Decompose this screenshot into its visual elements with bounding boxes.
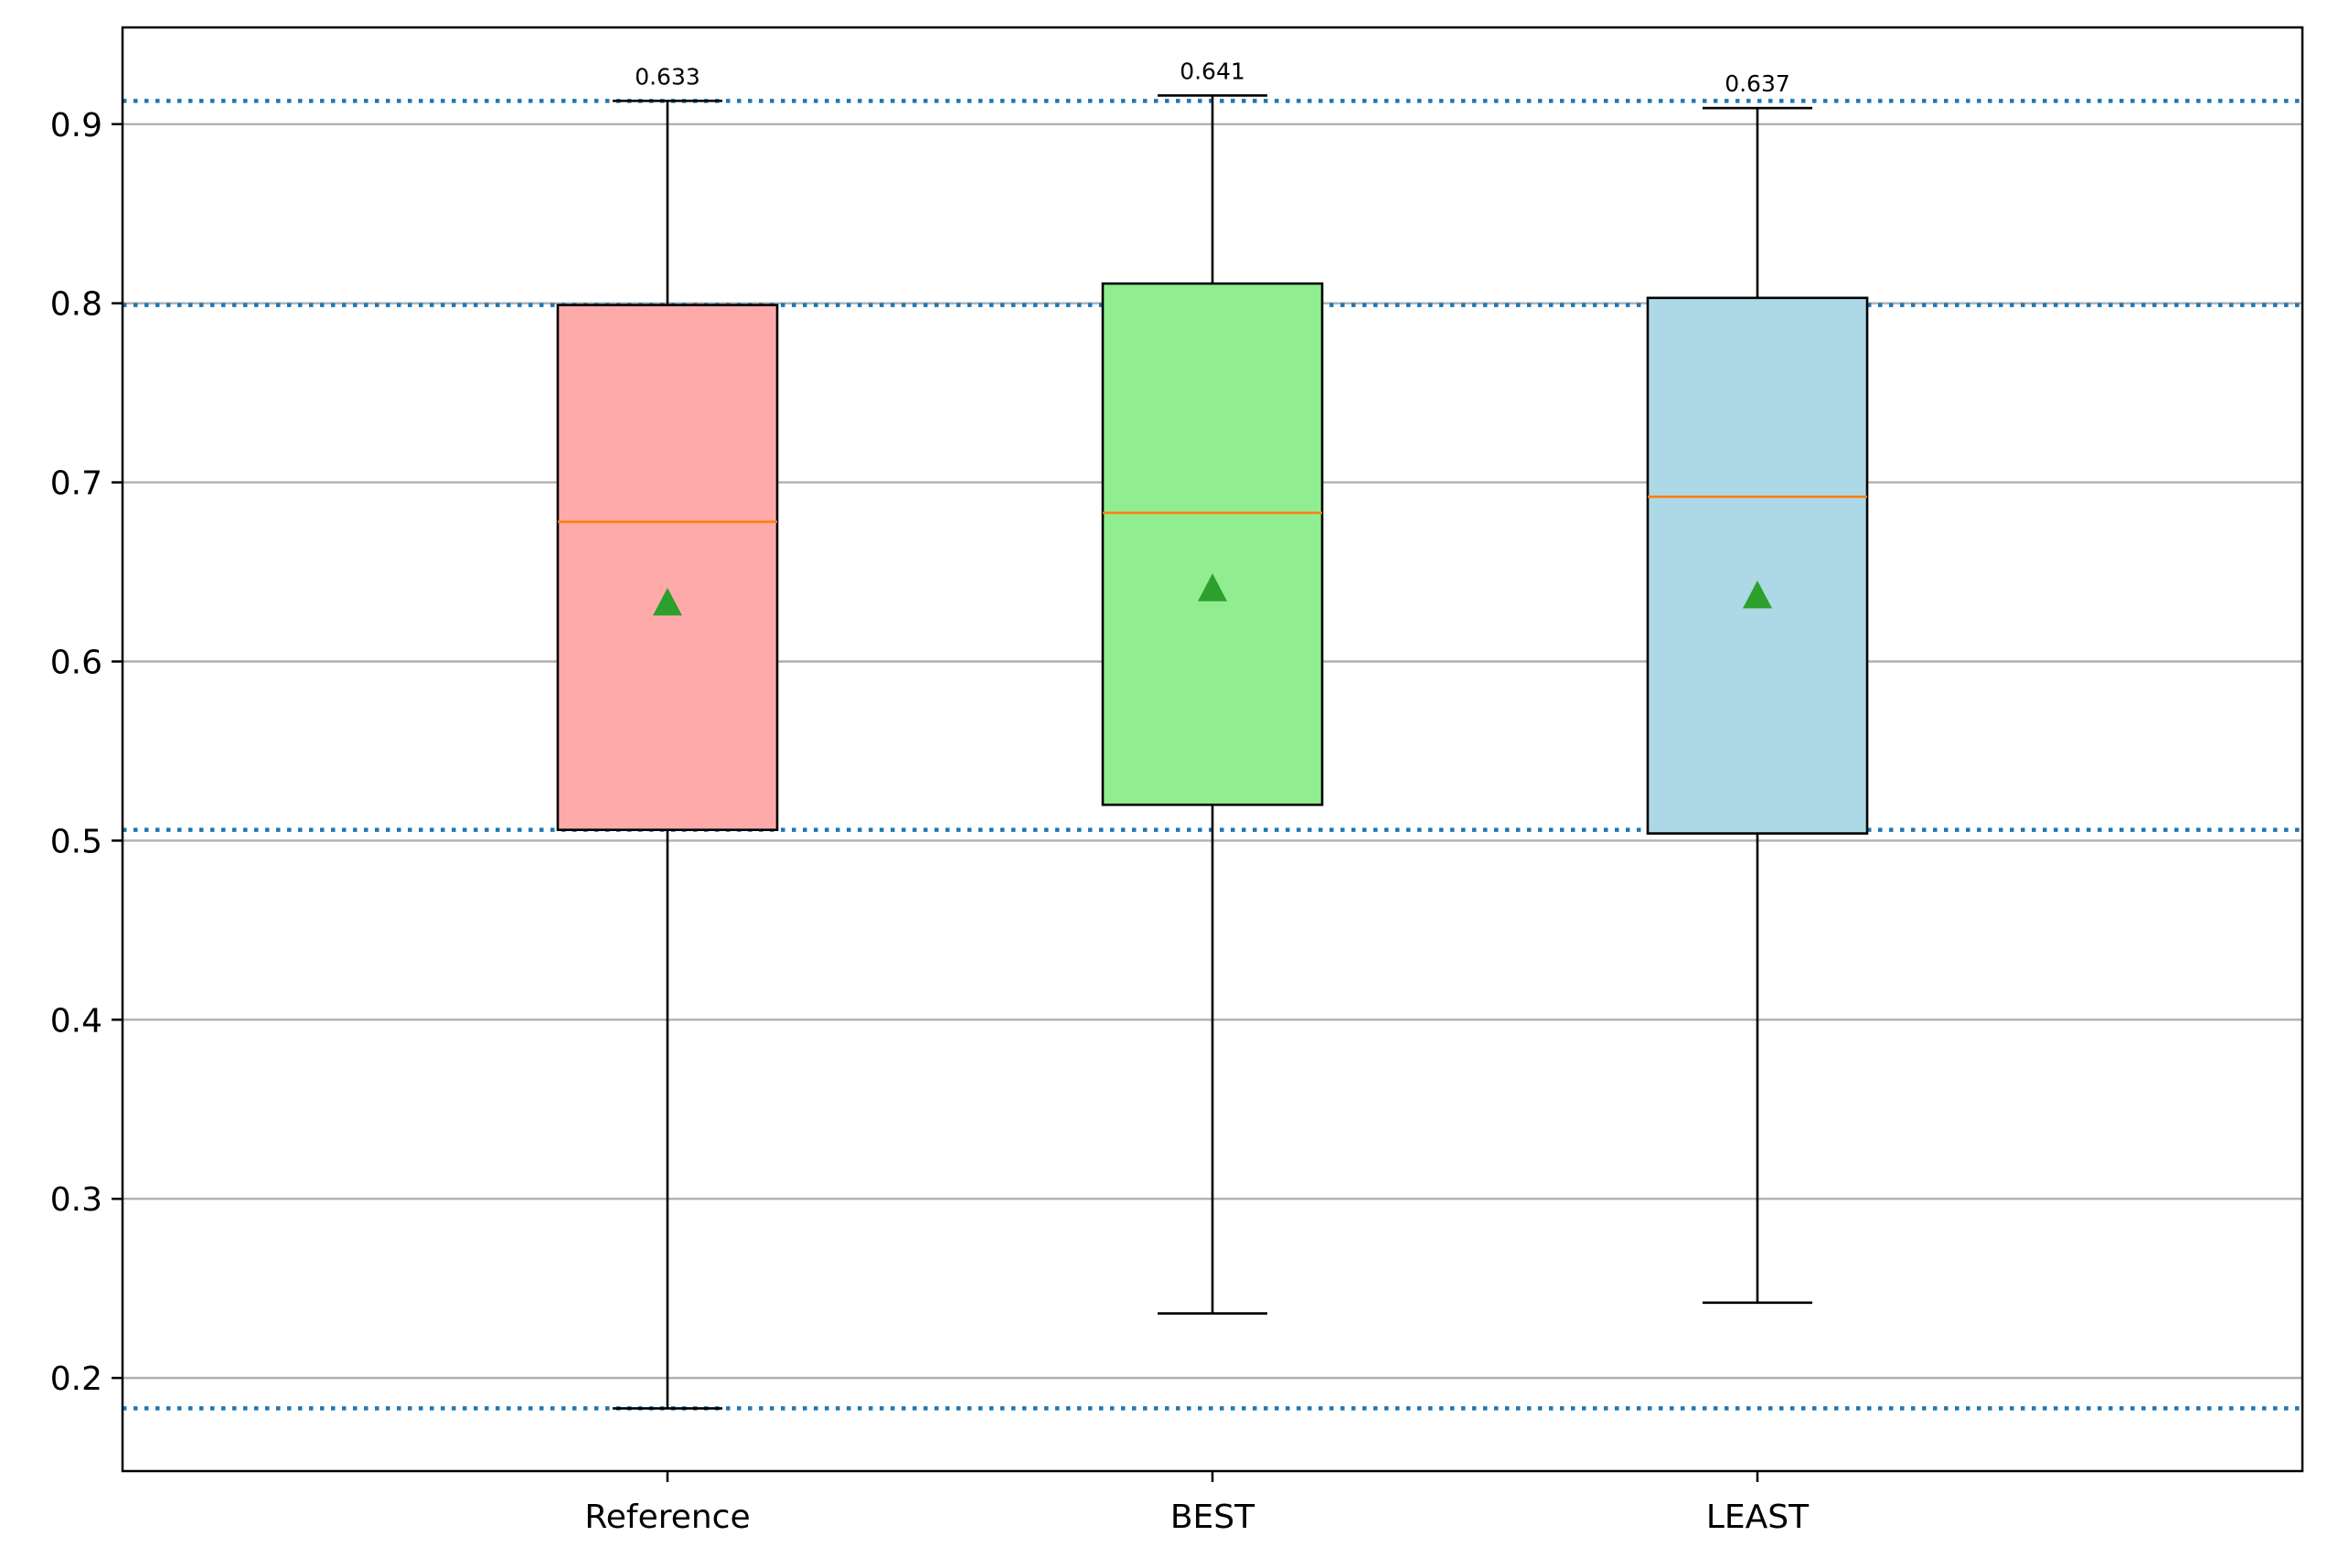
box-body xyxy=(556,304,779,831)
y-tick-label: 0.8 xyxy=(50,286,102,324)
mean-label: 0.633 xyxy=(635,63,700,90)
box-body xyxy=(1646,296,1869,835)
box-best: 0.641 xyxy=(1101,58,1324,1315)
x-tick-label: LEAST xyxy=(1706,1499,1810,1536)
y-tick-label: 0.9 xyxy=(50,107,102,144)
mean-marker xyxy=(1743,581,1772,609)
y-tick-label: 0.5 xyxy=(50,823,102,860)
box-least: 0.637 xyxy=(1646,70,1869,1305)
y-tick-label: 0.7 xyxy=(50,465,102,503)
mean-marker xyxy=(653,587,682,616)
mean-label: 0.641 xyxy=(1180,58,1245,84)
box-reference: 0.633 xyxy=(556,63,779,1410)
y-tick-label: 0.3 xyxy=(50,1181,102,1219)
mean-label: 0.637 xyxy=(1725,70,1790,97)
x-tick-label: BEST xyxy=(1170,1499,1255,1536)
x-tick-label: Reference xyxy=(584,1499,750,1536)
axes: 0.2 0.3 0.4 0.5 0.6 0.7 0.8 0.9 Reference BEST LEA… xyxy=(50,107,1810,1536)
box-body xyxy=(1101,282,1324,806)
y-tick-label: 0.4 xyxy=(50,1002,102,1040)
boxes: 0.633 0.641 0.637 xyxy=(556,58,1869,1410)
y-tick-label: 0.2 xyxy=(50,1360,102,1398)
mean-marker xyxy=(1198,573,1227,602)
y-tick-label: 0.6 xyxy=(50,645,102,682)
